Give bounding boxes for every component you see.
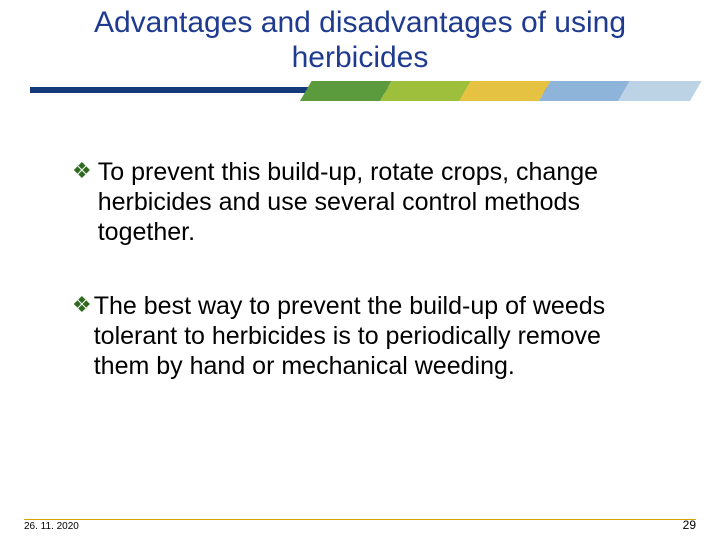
bullet-text: To prevent this build-up, rotate crops, … [98, 157, 648, 247]
stripe-colors [300, 81, 690, 101]
stripe-seg-4 [539, 81, 630, 101]
stripe-seg-5 [618, 81, 701, 101]
bullet-item: ❖ To prevent this build-up, rotate crops… [72, 157, 648, 247]
slide-body: ❖ To prevent this build-up, rotate crops… [0, 101, 720, 381]
title-stripe [0, 81, 720, 101]
diamond-bullet-icon: ❖ [72, 157, 92, 186]
footer-divider [24, 519, 696, 520]
slide-title: Advantages and disadvantages of using he… [0, 0, 720, 79]
slide-footer: 26. 11. 2020 29 [0, 514, 720, 540]
stripe-seg-2 [380, 81, 471, 101]
bullet-item: ❖ The best way to prevent the build-up o… [72, 291, 648, 381]
diamond-bullet-icon: ❖ [72, 291, 92, 320]
bullet-text: The best way to prevent the build-up of … [94, 291, 648, 381]
footer-page-number: 29 [683, 518, 696, 532]
stripe-seg-1 [300, 81, 391, 101]
slide: Advantages and disadvantages of using he… [0, 0, 720, 540]
stripe-seg-3 [459, 81, 550, 101]
footer-date: 26. 11. 2020 [24, 521, 79, 532]
